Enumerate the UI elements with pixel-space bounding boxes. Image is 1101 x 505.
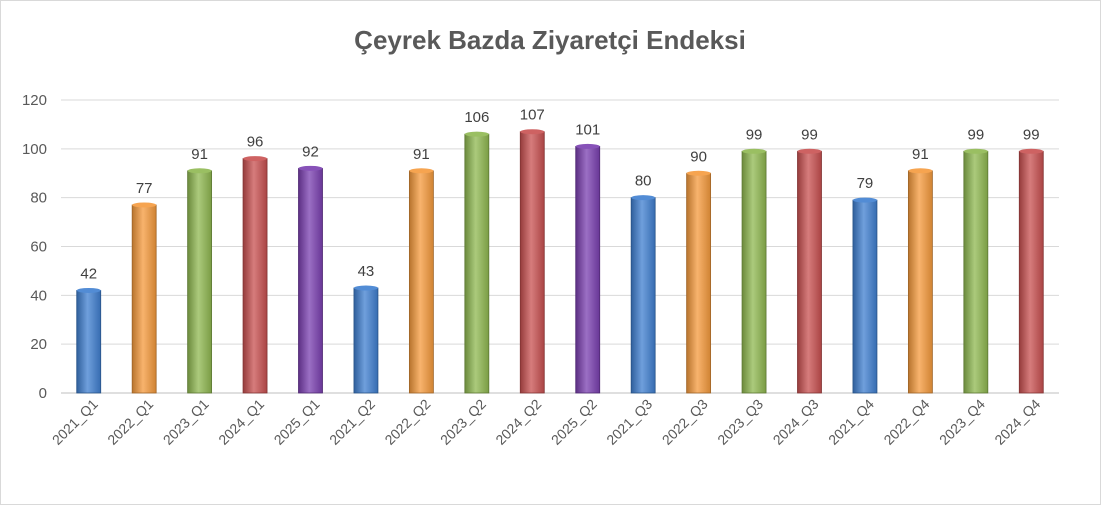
data-labels: 42 77 91 96 92 43 91 106 107 101 80 90 99 99 79 91 99 99 [80,107,1039,283]
category-label-2023_Q4: 2023_Q4 [936,396,988,448]
bar-cap-2025_Q1 [298,165,323,171]
bar-2022_Q2 [408,170,434,394]
y-tick-label-20: 20 [30,336,47,353]
bar-cap-2021_Q4 [852,197,877,203]
y-tick-label-120: 120 [22,92,47,109]
category-label-2025_Q2: 2025_Q2 [548,396,600,448]
data-label-2022_Q3: 90 [690,148,707,165]
bar-cap-2024_Q3 [797,148,822,154]
category-label-2024_Q2: 2024_Q2 [492,396,544,448]
data-label-2025_Q1: 92 [302,143,319,160]
category-label-2021_Q3: 2021_Q3 [603,396,655,448]
bar-cap-2022_Q1 [132,202,157,208]
bar-cap-2021_Q2 [353,285,378,291]
category-label-2021_Q4: 2021_Q4 [825,396,877,448]
grid-lines [61,99,1059,394]
bar-2021_Q4 [852,199,878,394]
bar-cap-2022_Q3 [686,170,711,176]
y-tick-label-40: 40 [30,287,47,304]
bar-cap-2023_Q1 [187,168,212,174]
bars [76,129,1044,394]
bar-cap-2024_Q2 [520,129,545,135]
category-label-2024_Q1: 2024_Q1 [215,396,267,448]
bar-2021_Q2 [353,287,379,394]
data-label-2024_Q2: 107 [520,107,545,124]
bar-2024_Q2 [519,131,545,394]
category-label-2022_Q1: 2022_Q1 [104,396,156,448]
bar-2022_Q1 [131,204,157,394]
category-label-2021_Q2: 2021_Q2 [326,396,378,448]
data-label-2021_Q1: 42 [80,265,97,282]
bar-2021_Q1 [76,290,102,394]
data-label-2023_Q3: 99 [746,126,763,143]
bar-2023_Q4 [963,150,989,394]
data-label-2023_Q2: 106 [464,109,489,126]
category-label-2021_Q1: 2021_Q1 [49,396,101,448]
data-label-2022_Q1: 77 [136,180,153,197]
category-label-2024_Q3: 2024_Q3 [770,396,822,448]
category-label-2022_Q2: 2022_Q2 [381,396,433,448]
bar-2024_Q1 [242,158,268,394]
data-label-2023_Q4: 99 [967,126,984,143]
bar-cap-2025_Q2 [575,143,600,149]
bar-2023_Q1 [187,170,213,394]
data-label-2021_Q4: 79 [857,175,874,192]
bar-cap-2023_Q3 [742,148,767,154]
bar-2022_Q3 [686,172,712,394]
data-label-2021_Q3: 80 [635,173,652,190]
bar-2023_Q2 [464,133,490,394]
bar-2024_Q4 [1018,150,1044,394]
bar-cap-2024_Q4 [1019,148,1044,154]
category-label-2023_Q2: 2023_Q2 [437,396,489,448]
data-label-2025_Q2: 101 [575,121,600,138]
bar-cap-2022_Q2 [409,168,434,174]
bar-cap-2021_Q3 [631,195,656,201]
category-label-2024_Q4: 2024_Q4 [991,396,1043,448]
category-label-2022_Q3: 2022_Q3 [659,396,711,448]
y-tick-label-60: 60 [30,239,47,256]
category-label-2025_Q1: 2025_Q1 [271,396,323,448]
bar-cap-2023_Q2 [464,131,489,137]
bar-2021_Q3 [630,197,656,394]
category-label-2023_Q1: 2023_Q1 [160,396,212,448]
y-tick-label-0: 0 [39,385,47,402]
data-label-2021_Q2: 43 [358,263,375,280]
bar-2024_Q3 [797,150,822,394]
bar-cap-2024_Q1 [243,156,268,162]
data-label-2023_Q1: 91 [191,146,208,163]
bar-2025_Q2 [575,145,601,394]
bar-2023_Q3 [741,150,767,394]
bar-cap-2021_Q1 [76,287,101,293]
category-labels: 2021_Q1 2022_Q1 2023_Q1 2024_Q1 2025_Q1 2021_… [49,396,1044,448]
data-label-2022_Q2: 91 [413,146,430,163]
bar-2025_Q1 [298,167,323,394]
data-label-2024_Q3: 99 [801,126,818,143]
data-label-2022_Q4: 91 [912,146,929,163]
y-axis-ticks: 0 20 40 60 80 100 120 [22,92,47,402]
bar-cap-2023_Q4 [963,148,988,154]
data-label-2024_Q1: 96 [247,134,264,151]
data-label-2024_Q4: 99 [1023,126,1040,143]
chart-title: Çeyrek Bazda Ziyaretçi Endeksi [354,25,746,55]
category-label-2022_Q4: 2022_Q4 [880,396,932,448]
bar-cap-2022_Q4 [908,168,933,174]
y-tick-label-80: 80 [30,190,47,207]
bar-2022_Q4 [907,170,933,394]
category-label-2023_Q3: 2023_Q3 [714,396,766,448]
y-tick-label-100: 100 [22,141,47,158]
